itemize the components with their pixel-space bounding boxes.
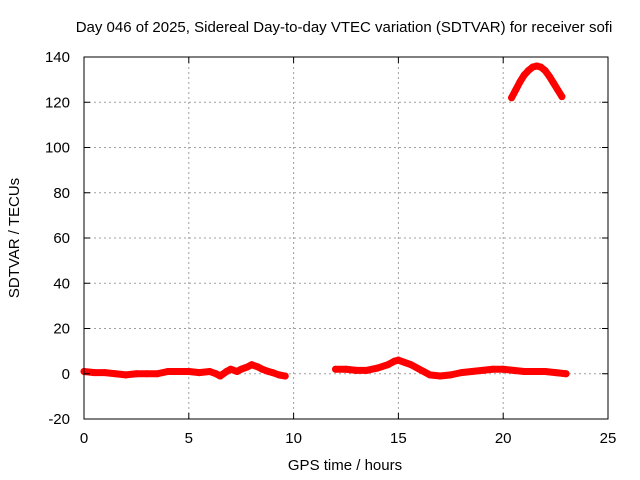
data-point: [516, 78, 524, 86]
chart-title: Day 046 of 2025, Sidereal Day-to-day VTE…: [76, 19, 613, 36]
y-tick-label: 0: [62, 366, 70, 383]
data-point: [185, 367, 193, 375]
data-point: [227, 365, 235, 373]
data-point: [394, 356, 402, 364]
data-point: [132, 370, 140, 378]
data-point: [552, 369, 560, 377]
data-point: [512, 86, 520, 94]
data-point: [554, 86, 562, 94]
data-point: [248, 361, 256, 369]
data-point: [426, 371, 434, 379]
y-axis-label: SDTVAR / TECUs: [6, 178, 23, 298]
data-point: [508, 94, 516, 102]
data-point: [447, 371, 455, 379]
x-tick-label: 0: [80, 430, 88, 447]
data-point: [275, 371, 283, 379]
y-tick-label: 120: [45, 94, 70, 111]
data-point: [281, 372, 289, 380]
data-point: [373, 364, 381, 372]
data-point: [352, 366, 360, 374]
data-point: [562, 370, 570, 378]
data-point: [520, 367, 528, 375]
x-tick-label: 15: [390, 430, 407, 447]
data-point: [237, 365, 245, 373]
data-point: [415, 365, 423, 373]
data-point: [122, 371, 130, 379]
data-series: [80, 62, 570, 380]
y-tick-label: -20: [48, 411, 70, 428]
data-point: [90, 369, 98, 377]
data-point: [269, 369, 277, 377]
x-tick-label: 20: [495, 430, 512, 447]
data-point: [143, 370, 151, 378]
x-tick-label: 25: [600, 430, 617, 447]
y-tick-label: 60: [53, 230, 70, 247]
axis-ticks: 0 5 10 15 20 25 -20 0 20 40 60 80 100 120 140: [45, 49, 616, 447]
data-point: [489, 365, 497, 373]
data-point: [457, 369, 465, 377]
y-tick-label: 40: [53, 275, 70, 292]
data-point: [407, 361, 415, 369]
data-point: [499, 365, 507, 373]
data-point: [174, 367, 182, 375]
data-point: [478, 366, 486, 374]
data-point: [342, 365, 350, 373]
data-point: [401, 358, 409, 366]
x-tick-label: 5: [185, 430, 193, 447]
y-tick-label: 20: [53, 321, 70, 338]
data-point: [206, 367, 214, 375]
data-point: [558, 93, 566, 101]
data-point: [164, 367, 172, 375]
x-axis-label: GPS time / hours: [288, 457, 402, 474]
data-point: [531, 367, 539, 375]
data-point: [195, 369, 203, 377]
data-point: [550, 79, 558, 87]
data-point: [510, 366, 518, 374]
data-point: [153, 370, 161, 378]
data-point: [436, 372, 444, 380]
grid-lines: [84, 57, 608, 419]
data-point: [468, 367, 476, 375]
data-point: [216, 372, 224, 380]
data-point: [541, 367, 549, 375]
y-tick-label: 140: [45, 49, 70, 66]
data-point: [101, 369, 109, 377]
y-tick-label: 100: [45, 140, 70, 157]
y-tick-label: 80: [53, 185, 70, 202]
data-point: [384, 361, 392, 369]
data-point: [541, 67, 549, 75]
x-tick-label: 10: [285, 430, 302, 447]
data-point: [545, 72, 553, 80]
data-point: [111, 370, 119, 378]
data-point: [332, 365, 340, 373]
data-point: [520, 71, 528, 79]
data-point: [363, 366, 371, 374]
data-point: [258, 365, 266, 373]
